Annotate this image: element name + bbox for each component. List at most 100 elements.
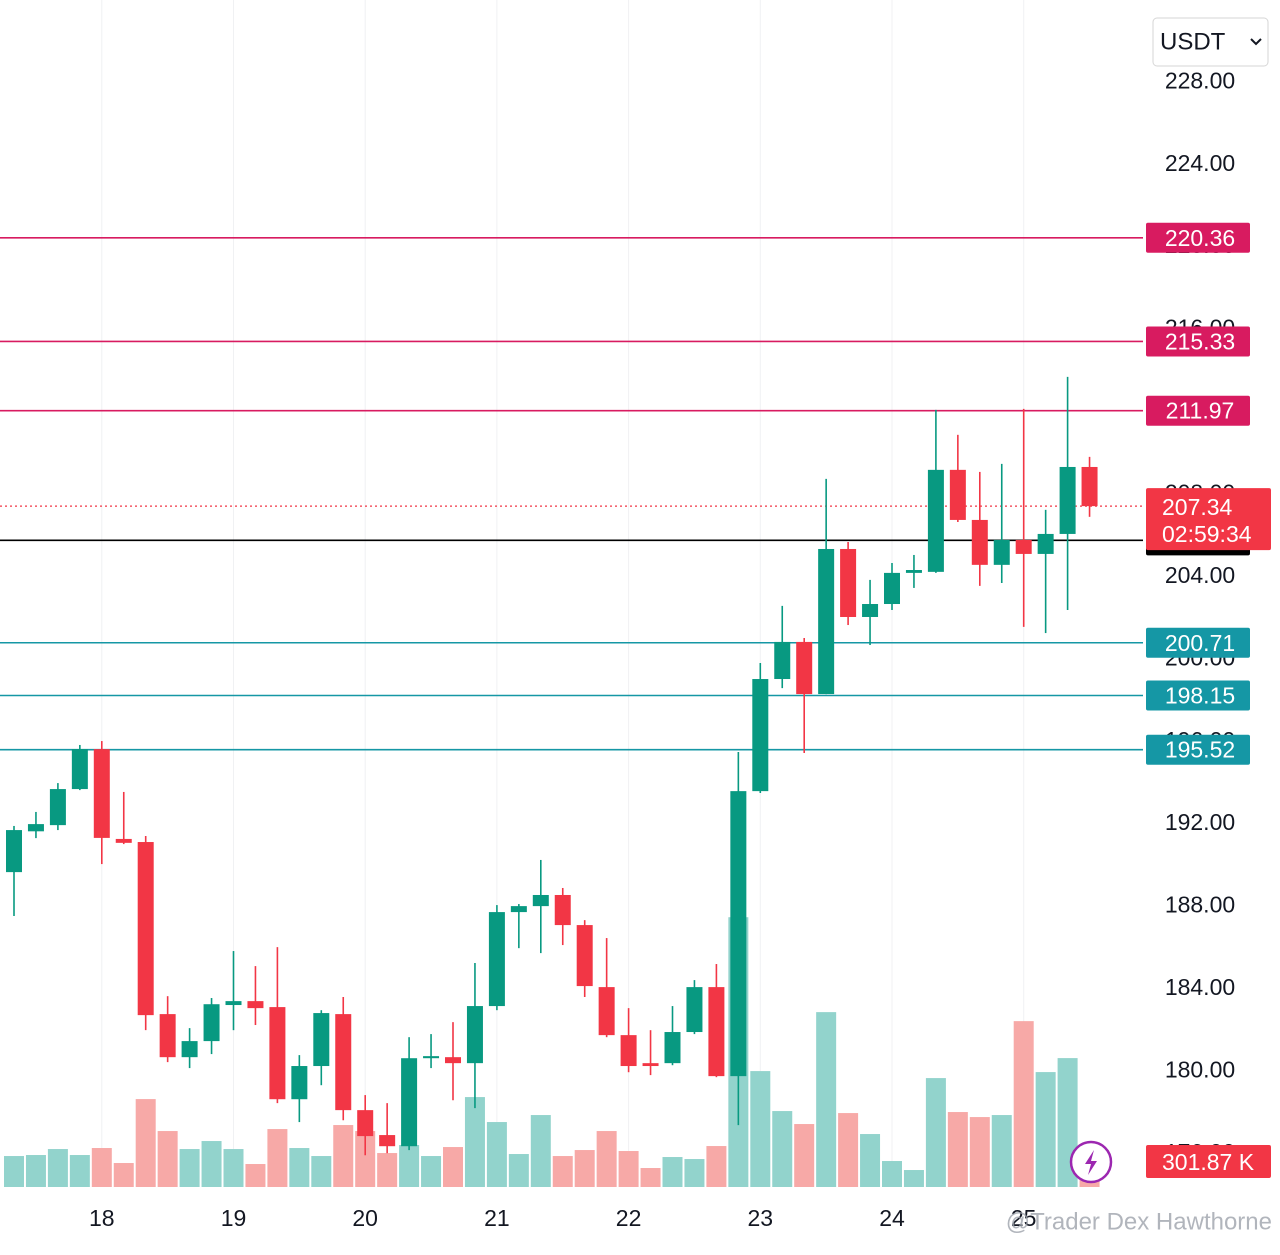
volume-bar: [179, 1149, 200, 1187]
price-tags: 220.36215.33211.97205.68200.71198.15195.…: [1146, 222, 1271, 1178]
select-label[interactable]: USDT: [1160, 29, 1226, 56]
candle-body: [488, 912, 505, 1007]
volume-bar: [1079, 1180, 1100, 1187]
x-tick-label: 21: [484, 1205, 510, 1231]
volume-bar: [750, 1071, 771, 1187]
grid: [101, 0, 1025, 1187]
countdown-label: 02:59:34: [1162, 521, 1252, 547]
volume-bar: [486, 1122, 507, 1187]
volume-bar: [706, 1146, 727, 1187]
volume-tag-label: 301.87 K: [1162, 1149, 1255, 1175]
candle-body: [752, 679, 769, 792]
volume-bar: [245, 1164, 266, 1187]
volume-bar: [135, 1099, 156, 1187]
price-tag: [1146, 395, 1250, 426]
volume-bar: [662, 1157, 683, 1187]
select-box[interactable]: [1152, 17, 1269, 67]
volume-bar: [69, 1155, 90, 1187]
volume-bar: [421, 1156, 442, 1187]
y-tick-label: 192.00: [1165, 809, 1235, 835]
price-tag-label: 220.36: [1165, 225, 1235, 251]
candle-body: [1037, 533, 1054, 554]
price-tag: [1146, 627, 1250, 658]
candle-body: [1015, 539, 1032, 554]
lightning-icon[interactable]: [1085, 1150, 1097, 1175]
candle-layer: [6, 376, 1098, 1156]
candle-body: [269, 1007, 286, 1100]
candle-body: [115, 838, 132, 843]
price-tag: [1146, 326, 1250, 357]
candle-body: [971, 519, 988, 565]
candle-body: [71, 749, 88, 790]
candle-body: [93, 749, 110, 838]
price-tag-label: 215.33: [1165, 328, 1235, 354]
watermark: @Trader Dex Hawthorne: [1006, 1209, 1272, 1236]
x-tick-label: 19: [221, 1205, 247, 1231]
candle-body: [335, 1014, 352, 1111]
price-axis: 176.00180.00184.00188.00192.00196.00200.…: [89, 67, 1235, 1231]
volume-bar: [223, 1149, 244, 1187]
volume-bar: [816, 1012, 837, 1187]
candle-body: [620, 1035, 637, 1067]
candle-body: [423, 1056, 440, 1059]
volume-bar: [860, 1134, 881, 1187]
candle-body: [357, 1110, 374, 1137]
price-tag: [1146, 734, 1250, 765]
candle-body: [247, 1001, 264, 1009]
candle-body: [642, 1063, 659, 1067]
volume-layer: [4, 917, 1100, 1187]
candle-body: [137, 842, 154, 1016]
volume-bar: [267, 1129, 288, 1187]
candle-body: [225, 1001, 242, 1006]
price-tag: [1146, 222, 1250, 253]
lightning-button[interactable]: [1069, 1140, 1113, 1184]
volume-bar: [640, 1168, 661, 1187]
candle-body: [466, 1006, 483, 1064]
candle-body: [445, 1057, 461, 1064]
volume-bar: [333, 1125, 354, 1187]
candle-body: [818, 548, 835, 695]
candle-body: [49, 789, 66, 826]
chevron[interactable]: [1250, 38, 1262, 46]
volume-bar: [969, 1117, 990, 1187]
price-lines: [0, 237, 1143, 751]
candle-body: [379, 1135, 396, 1147]
candle-body: [993, 539, 1010, 565]
candle-body: [181, 1041, 198, 1058]
candle-body: [840, 548, 857, 617]
price-tag-label: 211.97: [1166, 398, 1235, 424]
volume-bar: [903, 1170, 924, 1187]
volume-bar: [289, 1148, 310, 1187]
candle-body: [291, 1066, 308, 1100]
candle-body: [1081, 466, 1098, 507]
candle-body: [796, 641, 813, 695]
volume-bar: [574, 1150, 595, 1187]
candle-body: [905, 570, 922, 573]
volume-bar: [311, 1156, 332, 1187]
volume-bar: [47, 1149, 68, 1187]
candle-body: [774, 641, 791, 680]
volume-bar: [882, 1161, 902, 1187]
volume-bar: [838, 1113, 859, 1187]
candle-body: [532, 894, 549, 907]
volume-bar: [618, 1151, 639, 1187]
candle-body: [686, 987, 703, 1033]
price-tag-label: 198.15: [1165, 683, 1235, 709]
volume-bar: [377, 1153, 398, 1187]
last-price-label: 207.34: [1162, 494, 1233, 520]
volume-bar: [530, 1115, 551, 1187]
candle-body: [730, 791, 747, 1077]
x-tick-label: 18: [89, 1205, 115, 1231]
volume-tag: [1146, 1145, 1271, 1178]
currency-select[interactable]: USDT: [1152, 17, 1269, 67]
volume-bar: [157, 1131, 178, 1187]
y-tick-label: 224.00: [1165, 150, 1235, 176]
candle-body: [1059, 466, 1076, 534]
volume-bar: [991, 1115, 1012, 1187]
volume-bar: [794, 1124, 815, 1187]
y-tick-label: 228.00: [1165, 67, 1235, 93]
volume-bar: [399, 1145, 420, 1187]
volume-bar: [925, 1078, 946, 1187]
